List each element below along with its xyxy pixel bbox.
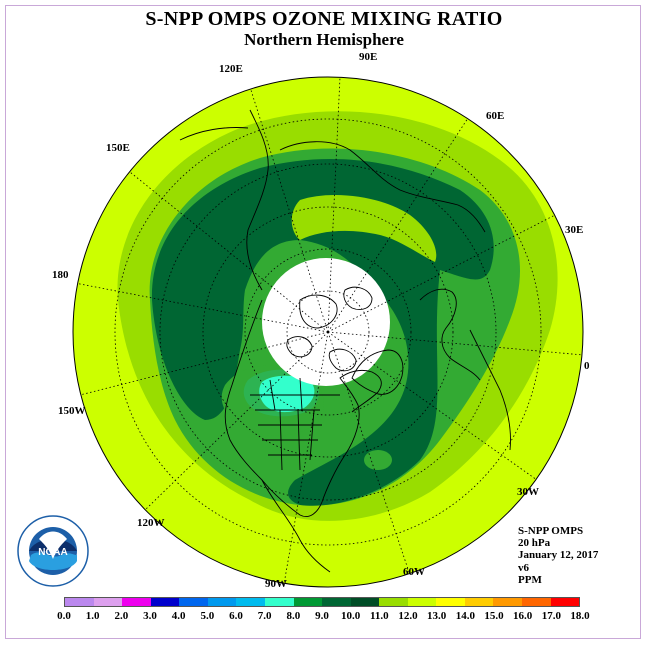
colorbar-tick-label: 3.0 bbox=[143, 610, 157, 622]
info-date: January 12, 2017 bbox=[518, 549, 599, 562]
colorbar-tick-label: 1.0 bbox=[85, 610, 100, 622]
colorbar-tick-label: 7.0 bbox=[257, 610, 272, 622]
info-units: PPM bbox=[518, 573, 542, 586]
lon-label-120w: 120W bbox=[137, 517, 165, 529]
colorbar-tick-label: 5.0 bbox=[200, 610, 215, 622]
colorbar-tick-label: 14.0 bbox=[455, 610, 475, 622]
polar-night-no-data bbox=[262, 258, 390, 386]
lon-label-30e: 30E bbox=[565, 224, 584, 236]
colorbar-segment bbox=[522, 598, 551, 606]
info-level: 20 hPa bbox=[518, 537, 551, 550]
lon-label-0: 0 bbox=[584, 360, 590, 372]
noaa-logo: NOAA bbox=[17, 515, 89, 587]
colorbar-segment bbox=[150, 598, 180, 606]
page-title: S-NPP OMPS OZONE MIXING RATIO bbox=[145, 8, 503, 30]
ozone-inner-tongue bbox=[291, 195, 437, 262]
colorbar-tick-label: 15.0 bbox=[484, 610, 504, 622]
colorbar-segment bbox=[550, 598, 580, 606]
colorbar-tick-label: 17.0 bbox=[541, 610, 561, 622]
colorbar-tick-label: 8.0 bbox=[286, 610, 301, 622]
colorbar-tick-label: 11.0 bbox=[370, 610, 389, 622]
colorbar-segment bbox=[93, 598, 123, 606]
colorbar-segment bbox=[436, 598, 465, 606]
coastline-southeast-asia bbox=[179, 127, 249, 141]
coastline-east-asia bbox=[246, 109, 269, 291]
lon-label-180: 180 bbox=[52, 269, 69, 281]
colorbar-segment bbox=[350, 598, 380, 606]
info-block: S-NPP OMPS 20 hPa January 12, 2017 v6 PP… bbox=[518, 525, 598, 586]
coastline-africa bbox=[469, 329, 511, 451]
colorbar-tick-label: 2.0 bbox=[114, 610, 129, 622]
colorbar-segment bbox=[407, 598, 437, 606]
lon-label-90w: 90W bbox=[265, 578, 287, 590]
coastline-central-america bbox=[261, 479, 331, 573]
coastline-north-america bbox=[224, 299, 382, 517]
colorbar-tick-label: 18.0 bbox=[570, 610, 590, 622]
coastlines bbox=[179, 109, 511, 573]
colorbar-segment bbox=[379, 598, 408, 606]
colorbar-tick-label: 12.0 bbox=[398, 610, 418, 622]
colorbar-segment bbox=[264, 598, 294, 606]
meridians bbox=[74, 77, 583, 585]
colorbar-tick-label: 13.0 bbox=[427, 610, 447, 622]
coastline-asia bbox=[279, 141, 486, 233]
info-version: v6 bbox=[518, 561, 529, 574]
colorbar bbox=[64, 597, 580, 607]
colorbar-tick-label: 4.0 bbox=[171, 610, 186, 622]
colorbar-segment bbox=[293, 598, 323, 606]
map-disc-outline bbox=[72, 76, 584, 588]
lon-label-120e: 120E bbox=[219, 63, 243, 75]
coastline-arctic-islands bbox=[299, 294, 338, 329]
lon-label-30w: 30W bbox=[517, 486, 539, 498]
colorbar-tick-label: 6.0 bbox=[229, 610, 243, 622]
info-instrument: S-NPP OMPS bbox=[518, 525, 584, 537]
colorbar-tick-label: 9.0 bbox=[315, 610, 329, 622]
colorbar-segment bbox=[236, 598, 265, 606]
colorbar-segment bbox=[179, 598, 208, 606]
colorbar-segment bbox=[207, 598, 237, 606]
frame-border bbox=[5, 5, 641, 639]
lon-label-60w: 60W bbox=[403, 566, 425, 578]
noaa-logo-text: NOAA bbox=[38, 547, 67, 558]
colorbar-tick-label: 10.0 bbox=[341, 610, 361, 622]
colorbar-segment bbox=[122, 598, 151, 606]
latitude-circles bbox=[114, 118, 542, 546]
coastline-greenland bbox=[351, 349, 404, 395]
lon-label-60e: 60E bbox=[486, 110, 505, 122]
colorbar-segment bbox=[464, 598, 494, 606]
colorbar-segment bbox=[493, 598, 522, 606]
lon-label-150w: 150W bbox=[58, 405, 86, 417]
coastline-europe bbox=[419, 288, 481, 381]
colorbar-tick-label: 0.0 bbox=[57, 610, 71, 622]
colorbar-segment bbox=[322, 598, 351, 606]
colorbar-segment bbox=[65, 598, 94, 606]
page-subtitle: Northern Hemisphere bbox=[244, 30, 404, 49]
lon-label-90e: 90E bbox=[359, 51, 378, 63]
ozone-patch-atlantic bbox=[364, 450, 392, 470]
colorbar-tick-label: 16.0 bbox=[513, 610, 533, 622]
lon-label-150e: 150E bbox=[106, 142, 130, 154]
